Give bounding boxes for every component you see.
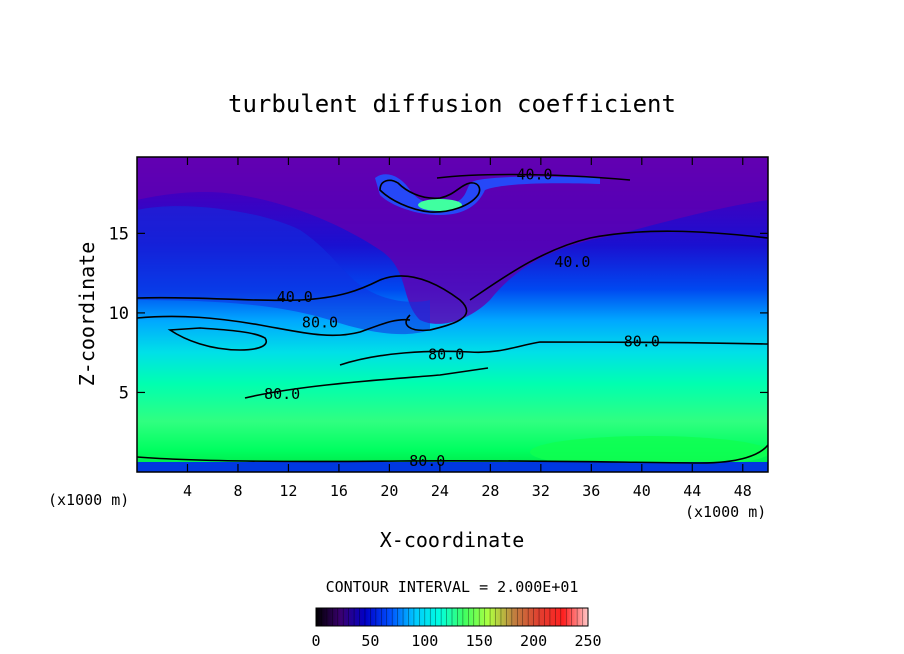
colorbar-tick-label: 50 [361, 632, 379, 650]
x-tick-label: 44 [683, 482, 701, 500]
x-ticks: 4 8 12 16 20 24 28 32 36 40 44 48 [183, 157, 752, 500]
x-tick-label: 16 [330, 482, 348, 500]
contour-line [469, 230, 768, 301]
y-tick-label: 10 [109, 304, 129, 324]
colorbar-tick-label: 150 [466, 632, 493, 650]
colorbar-tick-label: 200 [520, 632, 547, 650]
upper-purple-region [137, 157, 768, 324]
contour-label: 40.0 [277, 288, 313, 306]
contour-line [137, 444, 768, 464]
x-tick-label: 28 [481, 482, 499, 500]
plume-core [418, 199, 462, 211]
contour-label: 80.0 [264, 385, 300, 403]
contour-line [244, 367, 489, 399]
x-tick-label: 40 [633, 482, 651, 500]
contour-label: 80.0 [409, 452, 445, 470]
x-tick-label: 4 [183, 482, 192, 500]
y-tick-label: 5 [119, 383, 129, 403]
contour-line [137, 315, 411, 337]
surface-green-patch [530, 436, 768, 468]
contour-line [436, 173, 631, 181]
contour-interval-text: CONTOUR INTERVAL = 2.000E+01 [326, 578, 579, 596]
contour-label: 40.0 [516, 166, 552, 184]
y-ticks: 5 10 15 [109, 224, 768, 403]
colorbar: 0 50 100 150 200 250 [311, 607, 602, 650]
colorbar-tick-label: 0 [311, 632, 320, 650]
contour-line [137, 275, 468, 332]
x-tick-label: 20 [380, 482, 398, 500]
x-tick-label: 8 [233, 482, 242, 500]
contour-line [339, 341, 768, 366]
contour-line [167, 327, 267, 351]
surface-layer [137, 462, 768, 472]
x-tick-label: 36 [582, 482, 600, 500]
colorbar-tick-label: 250 [574, 632, 601, 650]
colorbar-tick-label: 100 [411, 632, 438, 650]
contour-label: 80.0 [302, 313, 338, 331]
plot-area: 40.0 40.0 40.0 80.0 80.0 80.0 80.0 80.0 [137, 157, 768, 472]
y-tick-label: 15 [109, 224, 129, 244]
plot-frame [136, 156, 769, 473]
x-unit-label-right: (x1000 m) [685, 503, 766, 521]
colorbar-hatch [321, 608, 583, 626]
x-unit-label-left: (x1000 m) [48, 491, 129, 509]
x-tick-label: 24 [431, 482, 449, 500]
colorbar-ticks: 0 50 100 150 200 250 [311, 632, 601, 650]
chart-title: turbulent diffusion coefficient [228, 90, 676, 118]
colorbar-frame [315, 607, 589, 627]
contour-label: 80.0 [624, 333, 660, 351]
x-axis-label: X-coordinate [380, 528, 525, 552]
y-axis-label: Z-coordinate [75, 242, 99, 387]
contour-line [379, 179, 481, 213]
contour-label: 80.0 [428, 345, 464, 363]
x-tick-label: 32 [532, 482, 550, 500]
x-tick-label: 48 [734, 482, 752, 500]
x-tick-label: 12 [279, 482, 297, 500]
blue-band-region [137, 206, 430, 335]
contour-labels: 40.0 40.0 40.0 80.0 80.0 80.0 80.0 80.0 [264, 166, 660, 470]
contour-lines [137, 173, 768, 464]
contour-label: 40.0 [554, 253, 590, 271]
